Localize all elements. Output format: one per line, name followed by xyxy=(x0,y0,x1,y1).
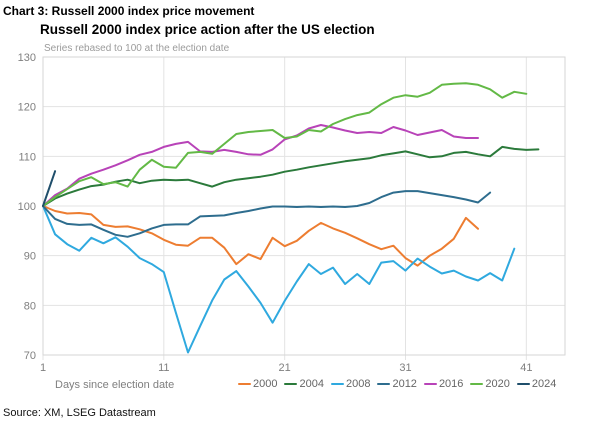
series-line-2024 xyxy=(42,170,57,207)
legend-label: 2024 xyxy=(531,378,557,390)
y-tick-label: 130 xyxy=(18,52,36,64)
x-axis-label: Days since election date xyxy=(55,379,175,391)
series-line-2020 xyxy=(42,82,528,207)
chart-title: Russell 2000 index price action after th… xyxy=(40,22,375,37)
legend-item-2012: 2012 xyxy=(377,378,417,390)
legend-label: 2004 xyxy=(299,378,324,390)
legend: 2000 2004 2008 2012 2016 2020 2024 xyxy=(238,378,556,390)
series-line-2012 xyxy=(42,190,492,238)
legend-item-2024: 2024 xyxy=(516,378,557,390)
legend-item-2020: 2020 xyxy=(470,378,510,390)
x-tick-label: 31 xyxy=(399,362,411,374)
series-line-2008 xyxy=(42,205,516,354)
legend-item-2004: 2004 xyxy=(284,378,324,390)
y-tick-label: 80 xyxy=(24,300,36,312)
x-tick-label: 21 xyxy=(279,362,291,374)
legend-dash-icon xyxy=(330,382,344,386)
legend-label: 2012 xyxy=(392,378,417,390)
legend-dash-icon xyxy=(284,382,298,386)
y-tick-label: 120 xyxy=(18,102,36,114)
x-tick-label: 11 xyxy=(158,362,169,374)
y-tick-label: 110 xyxy=(18,151,36,163)
legend-item-2008: 2008 xyxy=(330,378,371,390)
legend-item-2000: 2000 xyxy=(238,378,277,390)
x-tick-label: 41 xyxy=(520,362,532,374)
y-tick-label: 70 xyxy=(24,350,36,362)
legend-label: 2000 xyxy=(253,378,278,390)
legend-item-2016: 2016 xyxy=(423,378,464,390)
legend-label: 2008 xyxy=(345,378,371,390)
legend-label: 2016 xyxy=(438,378,464,390)
series-line-2004 xyxy=(42,145,540,207)
legend-dash-icon xyxy=(470,382,484,386)
legend-label: 2020 xyxy=(485,378,510,390)
y-tick-label: 100 xyxy=(18,201,36,213)
legend-dash-icon xyxy=(516,382,530,386)
legend-dash-icon xyxy=(238,382,251,386)
chart-subtitle: Series rebased to 100 at the election da… xyxy=(44,43,230,54)
x-tick-label: 1 xyxy=(40,362,46,374)
chart-number-label: Chart 3: Russell 2000 index price moveme… xyxy=(3,4,255,18)
legend-dash-icon xyxy=(377,382,391,386)
legend-dash-icon xyxy=(423,382,437,386)
y-tick-label: 90 xyxy=(24,251,36,263)
source-note: Source: XM, LSEG Datastream xyxy=(3,407,156,419)
series-line-2000 xyxy=(42,205,479,267)
series-line-2016 xyxy=(42,124,479,207)
